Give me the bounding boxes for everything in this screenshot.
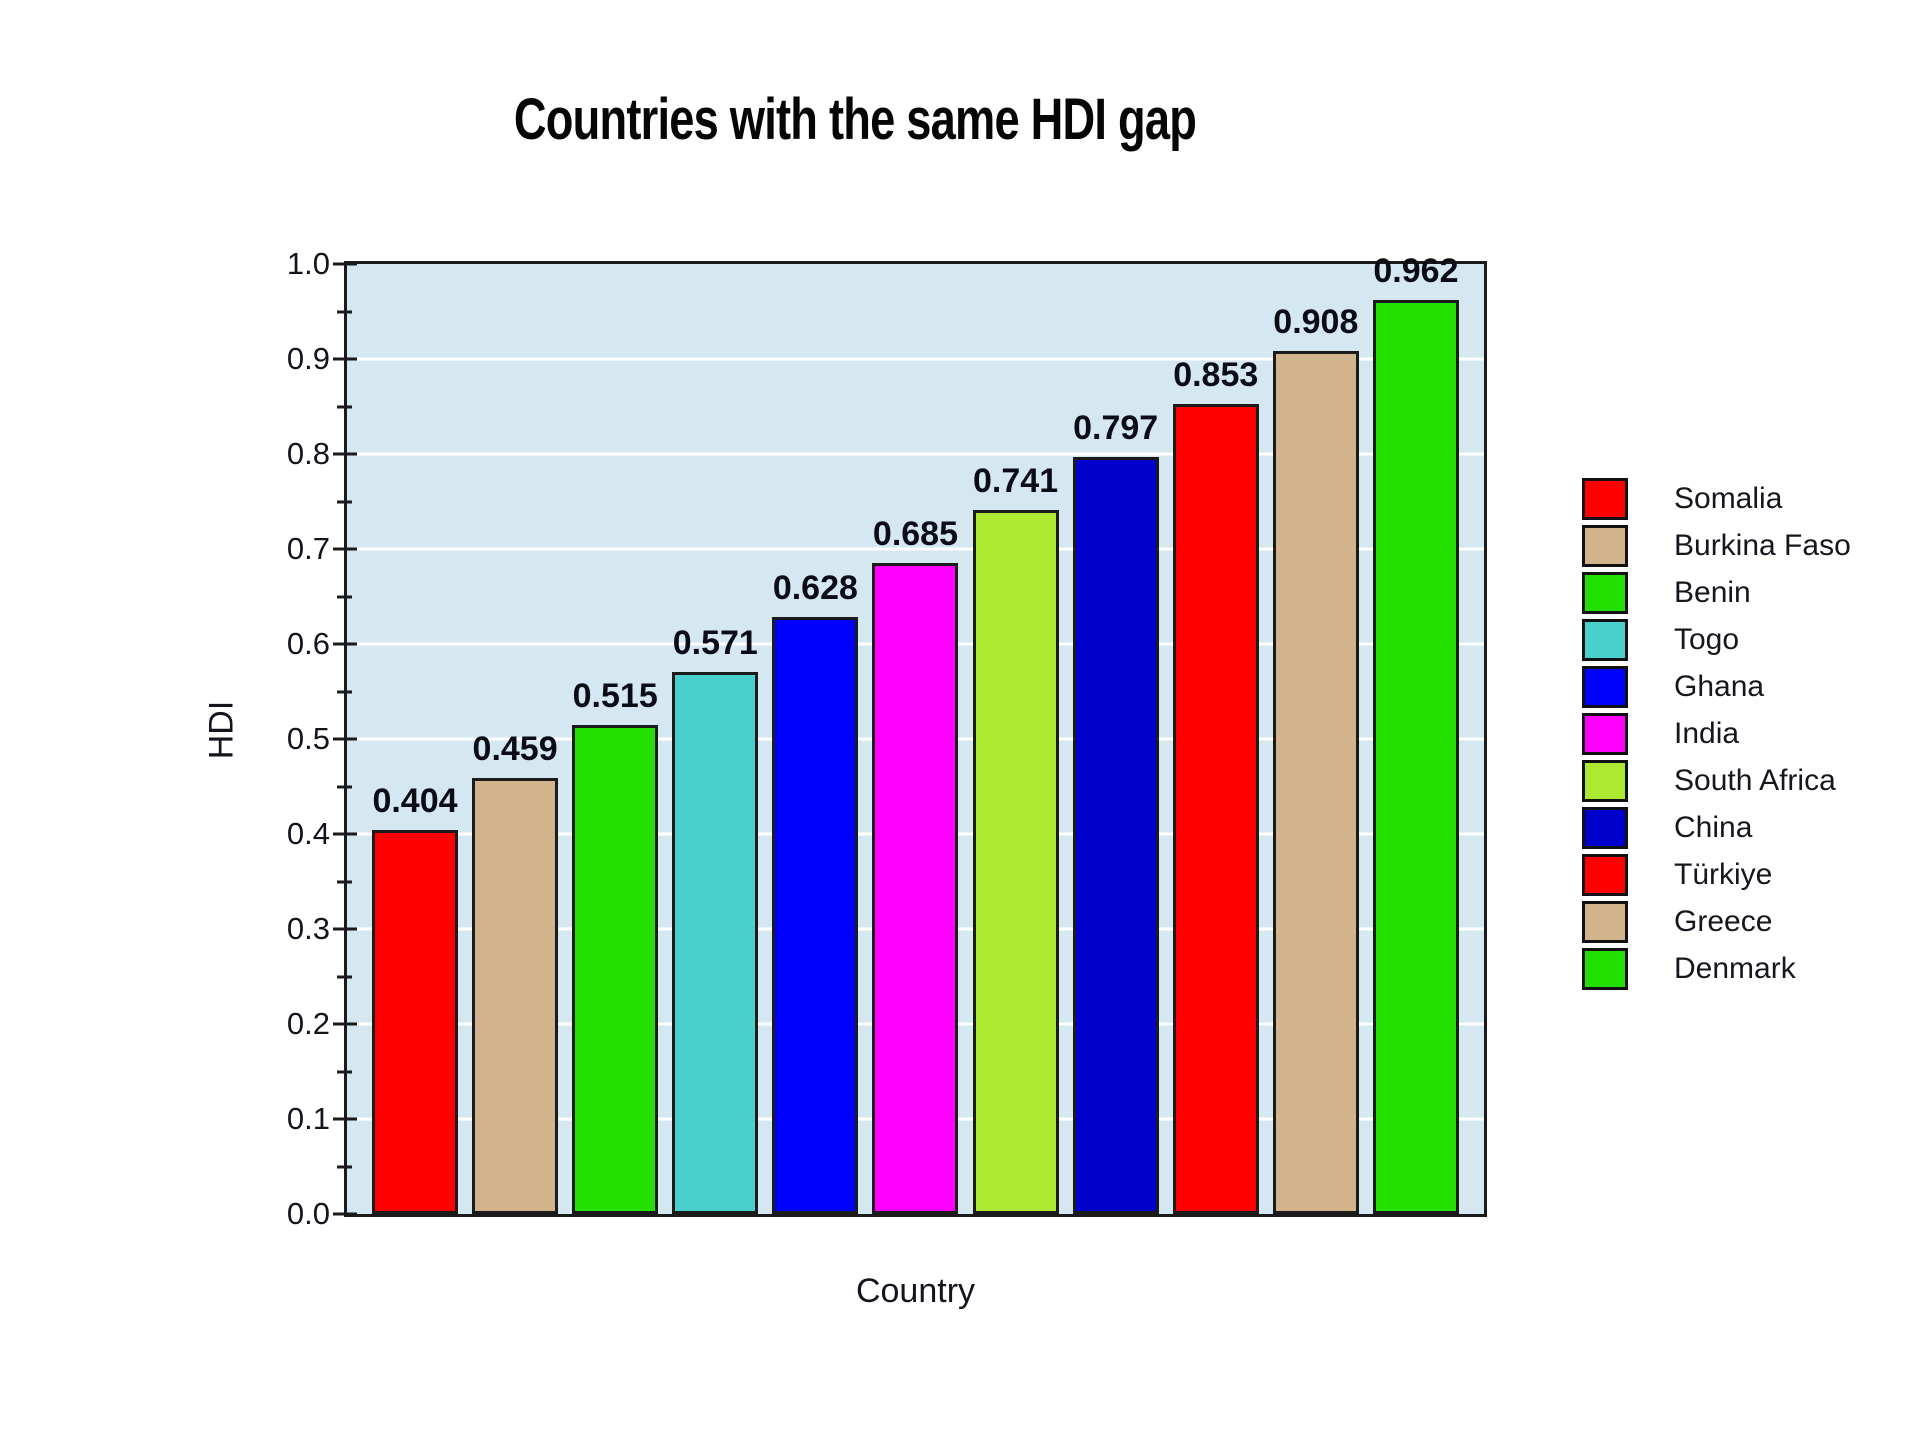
y-axis-tick-label: 0.0 (286, 1196, 330, 1231)
y-axis-tick-label: 1.0 (286, 246, 330, 281)
y-axis-tick-label: 0.5 (286, 721, 330, 756)
legend-swatch (1582, 947, 1628, 990)
y-axis-minor-tick (337, 690, 352, 693)
y-axis-tick-label: 0.8 (286, 436, 330, 471)
bar-benin: 0.515 (572, 677, 659, 1214)
legend-label: Türkiye (1674, 857, 1773, 891)
y-axis-major-tick (333, 1022, 357, 1026)
legend-swatch (1582, 665, 1628, 708)
legend-swatch (1582, 900, 1628, 943)
legend-item-türkiye: Türkiye (1582, 853, 1851, 896)
legend-label: South Africa (1674, 763, 1836, 797)
legend-swatch (1582, 618, 1628, 661)
legend-item-india: India (1582, 712, 1851, 755)
y-axis-minor-tick (337, 1165, 352, 1168)
bars-container: 0.404 0.459 0.515 0.571 0.628 0.685 0.741 0.797… (347, 252, 1484, 1214)
legend-item-burkina-faso: Burkina Faso (1582, 524, 1851, 567)
chart-title: Countries with the same HDI gap (513, 87, 1197, 152)
y-axis-major-tick (333, 1117, 357, 1121)
y-axis-major-tick (333, 737, 357, 741)
y-axis-tick-label: 0.7 (286, 531, 330, 566)
legend-item-ghana: Ghana (1582, 665, 1851, 708)
x-axis-title: Country (855, 1272, 976, 1310)
legend: Somalia Burkina Faso Benin Togo Ghana India So… (1582, 477, 1851, 994)
bar-value-label: 0.797 (1073, 408, 1159, 447)
bar-value-label: 0.853 (1173, 355, 1259, 394)
y-axis-major-tick (333, 832, 357, 836)
bar-burkina-faso: 0.459 (472, 730, 559, 1214)
y-axis-minor-tick (337, 785, 352, 788)
y-axis-minor-tick (337, 1070, 352, 1073)
y-axis-minor-tick (337, 500, 352, 503)
legend-label: Burkina Faso (1674, 528, 1851, 562)
bar-india: 0.685 (872, 515, 959, 1214)
legend-item-greece: Greece (1582, 900, 1851, 943)
gridline (347, 547, 1484, 551)
y-axis-major-tick (333, 547, 357, 551)
legend-item-denmark: Denmark (1582, 947, 1851, 990)
legend-swatch (1582, 759, 1628, 802)
legend-label: Ghana (1674, 669, 1765, 703)
bar-value-label: 0.515 (572, 676, 658, 715)
legend-swatch (1582, 524, 1628, 567)
legend-label: Togo (1674, 622, 1740, 656)
bar-south-africa: 0.741 (972, 462, 1059, 1214)
y-axis-major-tick (333, 927, 357, 931)
gridline (347, 357, 1484, 361)
y-axis-tick-label: 0.4 (286, 816, 330, 851)
legend-label: India (1674, 716, 1740, 750)
legend-item-somalia: Somalia (1582, 477, 1851, 520)
bar-greece: 0.908 (1272, 303, 1359, 1214)
bar-value-label: 0.741 (973, 462, 1059, 501)
y-axis-title: HDI (202, 700, 241, 760)
y-axis-tick-label: 0.6 (286, 626, 330, 661)
y-axis-minor-tick (337, 975, 352, 978)
legend-label: Denmark (1674, 951, 1796, 985)
bar-value-label: 0.404 (372, 782, 458, 821)
legend-swatch (1582, 853, 1628, 896)
gridline (347, 452, 1484, 456)
legend-swatch (1582, 806, 1628, 849)
legend-label: Somalia (1674, 481, 1783, 515)
bar-value-label: 0.685 (872, 515, 959, 554)
y-axis-tick-label: 0.2 (286, 1006, 330, 1041)
bar-denmark: 0.962 (1372, 252, 1459, 1214)
legend-label: Greece (1674, 904, 1773, 938)
y-axis-tick-label: 0.3 (286, 911, 330, 946)
y-axis-tick-label: 0.1 (286, 1101, 330, 1136)
legend-swatch (1582, 477, 1628, 520)
bar-value-label: 0.962 (1373, 252, 1459, 291)
y-axis-major-tick (333, 1212, 357, 1216)
legend-item-togo: Togo (1582, 618, 1851, 661)
y-axis-minor-tick (337, 310, 352, 313)
y-axis-major-tick (333, 642, 357, 646)
bar-togo: 0.571 (672, 624, 759, 1214)
y-axis-minor-tick (337, 880, 352, 883)
legend-label: China (1674, 810, 1753, 844)
y-axis-tick-label: 0.9 (286, 341, 330, 376)
legend-item-china: China (1582, 806, 1851, 849)
legend-swatch (1582, 712, 1628, 755)
y-axis-tick-labels: 0.0 0.1 0.2 0.3 0.4 0.5 0.6 0.7 0.8 0.9 1.0 (238, 246, 330, 1231)
legend-item-benin: Benin (1582, 571, 1851, 614)
bar-ghana: 0.628 (772, 569, 859, 1214)
bar-china: 0.797 (1072, 409, 1159, 1214)
y-axis-major-tick (333, 357, 357, 361)
y-axis-major-tick (333, 452, 357, 456)
bar-value-label: 0.571 (672, 623, 758, 662)
legend-item-south-africa: South Africa (1582, 759, 1851, 802)
y-axis-major-tick (333, 262, 357, 266)
legend-label: Benin (1674, 575, 1751, 609)
legend-swatch (1582, 571, 1628, 614)
bar-türkiye: 0.853 (1172, 356, 1259, 1214)
bar-value-label: 0.628 (772, 569, 858, 608)
y-axis-minor-tick (337, 405, 352, 408)
plot-panel: 0.404 0.459 0.515 0.571 0.628 0.685 0.741 0.797… (333, 252, 1487, 1217)
bar-somalia: 0.404 (372, 782, 458, 1214)
y-axis-minor-tick (337, 595, 352, 598)
bar-value-label: 0.459 (472, 729, 558, 768)
bar-value-label: 0.908 (1273, 303, 1359, 342)
